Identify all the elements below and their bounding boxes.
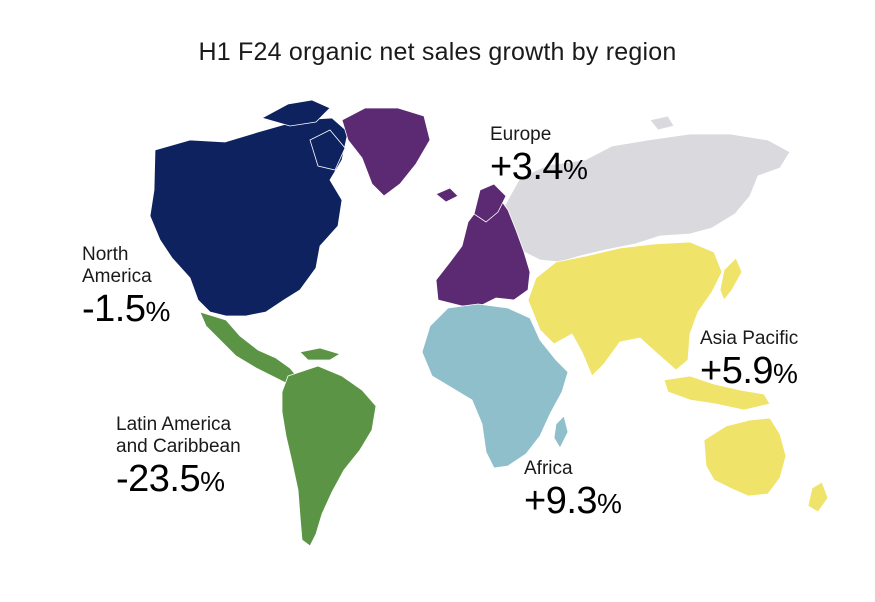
map-title: H1 F24 organic net sales growth by regio…	[198, 38, 677, 66]
region-name-line: Africa	[524, 458, 573, 479]
greenland-shape	[341, 107, 431, 197]
baffin-island-shape	[309, 129, 346, 171]
southeast-asia-islands-shape	[663, 375, 771, 411]
region-label-europe: Europe +3.4%	[490, 124, 588, 191]
madagascar-shape	[553, 415, 569, 449]
scandinavia-shape	[473, 183, 507, 223]
australia-shape	[703, 417, 787, 497]
iceland-shape	[435, 187, 459, 203]
region-label-north-america: North America -1.5%	[82, 244, 170, 333]
africa-shape	[421, 303, 569, 469]
new-zealand-shape	[807, 481, 829, 513]
arctic-islands-shape	[260, 99, 331, 127]
japan-shape	[719, 257, 743, 301]
region-name-line: Europe	[490, 124, 552, 145]
caribbean-islands-shape	[299, 347, 341, 361]
region-value: +9.3%	[524, 480, 622, 522]
region-name-line: and Caribbean	[116, 436, 241, 457]
south-america-shape	[281, 365, 377, 547]
region-label-asia-pacific: Asia Pacific +5.9%	[700, 328, 798, 395]
region-value: -23.5%	[116, 458, 225, 500]
central-america-shape	[199, 311, 301, 387]
region-value: -1.5%	[82, 288, 170, 330]
region-label-africa: Africa +9.3%	[524, 458, 622, 525]
region-name-line: Latin America	[116, 414, 232, 435]
region-name-line: North	[82, 244, 129, 265]
region-value: +5.9%	[700, 350, 798, 392]
europe-shape	[435, 195, 531, 307]
region-name-line: Asia Pacific	[700, 328, 799, 349]
asia-shape	[527, 241, 723, 377]
region-label-latin-america: Latin America and Caribbean -23.5%	[116, 414, 241, 503]
region-name-line: America	[82, 266, 152, 287]
svalbard-shape	[649, 115, 675, 131]
region-value: +3.4%	[490, 146, 588, 188]
